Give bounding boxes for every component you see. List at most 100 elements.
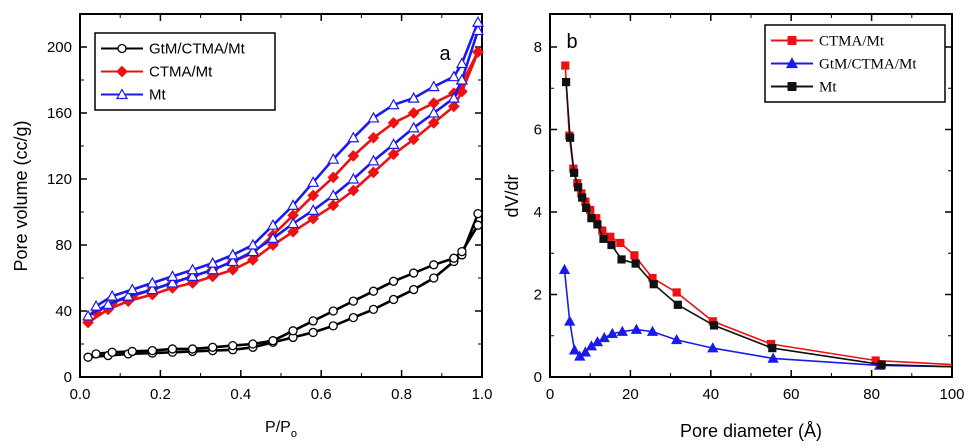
data-point-mt (146, 276, 159, 288)
data-point-mt (387, 138, 400, 149)
legend-marker (117, 43, 127, 54)
data-point-ctma-mt (407, 133, 420, 146)
data-point-ctma-mt (327, 171, 340, 184)
data-point-mt (578, 193, 587, 202)
data-point-ctma-mt (367, 166, 380, 179)
data-point-mt (307, 176, 320, 187)
data-point-mt (447, 70, 460, 82)
data-point-gtm-ctma-mt (568, 344, 581, 355)
data-point-mt (90, 299, 103, 311)
data-point-mt (574, 183, 583, 192)
x-axis-label-subscript: o (291, 428, 297, 440)
data-point-gtm-ctma-mt (147, 345, 158, 356)
data-point-gtm-ctma-mt (248, 339, 258, 349)
x-tick-label: 0.4 (230, 386, 251, 403)
data-point-ctma-mt (307, 212, 320, 225)
data-point-mt (877, 360, 886, 369)
data-point-gtm-ctma-mt (348, 312, 359, 323)
data-point-mt (570, 168, 579, 177)
data-point-mt (593, 220, 602, 229)
data-point-mt (327, 189, 340, 201)
data-point-ctma-mt (448, 100, 460, 113)
x-tick-label: 0.0 (70, 386, 91, 403)
data-point-mt (166, 270, 179, 281)
data-point-gtm-ctma-mt (449, 253, 459, 263)
data-point-mt (768, 344, 777, 353)
data-point-ctma-mt (247, 254, 259, 266)
legend-marker (787, 82, 797, 91)
legend-label: Mt (819, 80, 837, 96)
data-point-mt (447, 91, 460, 103)
data-point-mt (246, 245, 259, 257)
data-point-mt (287, 217, 300, 229)
y-axis-label: dV/dr (502, 174, 522, 217)
series-line-gtm-ctma-mt (563, 269, 953, 368)
data-point-mt (455, 73, 468, 85)
x-axis-label-main: P/P (265, 419, 291, 436)
data-point-mt (561, 77, 571, 87)
x-tick-label: 40 (702, 386, 719, 403)
data-point-mt (599, 234, 608, 243)
data-point-gtm-ctma-mt (368, 286, 379, 296)
data-point-mt (102, 298, 115, 309)
data-point-gtm-ctma-mt (598, 331, 610, 343)
panel-label: b (566, 31, 577, 53)
data-point-gtm-ctma-mt (473, 220, 483, 230)
data-point-mt (631, 259, 640, 268)
x-tick-label: 0 (546, 386, 554, 403)
data-point-mt (387, 98, 400, 110)
y-tick-label: 0 (534, 369, 542, 386)
data-point-gtm-ctma-mt (388, 276, 399, 286)
x-tick-label: 0.2 (150, 386, 171, 403)
data-point-mt (607, 240, 616, 250)
data-point-gtm-ctma-mt (409, 268, 419, 278)
y-tick-label: 6 (534, 122, 542, 139)
data-point-mt (582, 203, 591, 212)
legend-label: CTMA/Mt (149, 64, 213, 81)
legend-label: GtM/CTMA/Mt (819, 57, 917, 73)
y-tick-label: 4 (534, 204, 542, 221)
data-point-mt (407, 91, 420, 103)
data-point-gtm-ctma-mt (564, 315, 576, 326)
x-tick-label: 20 (622, 386, 639, 403)
data-point-mt (673, 300, 682, 309)
data-point-gtm-ctma-mt (409, 284, 419, 295)
data-point-gtm-ctma-mt (91, 349, 101, 359)
data-point-mt (186, 263, 199, 275)
data-point-mt (367, 111, 380, 123)
data-point-mt (455, 57, 468, 69)
data-point-gtm-ctma-mt (328, 321, 338, 331)
y-tick-label: 2 (534, 287, 542, 304)
data-point-ctma-mt (616, 238, 625, 248)
data-point-gtm-ctma-mt (558, 263, 571, 275)
data-point-gtm-ctma-mt (83, 352, 93, 362)
x-tick-label: 1.0 (472, 386, 493, 403)
x-tick-label: 100 (939, 386, 964, 403)
data-point-ctma-mt (347, 150, 360, 162)
data-point-ctma-mt (387, 117, 400, 129)
y-tick-label: 0 (64, 369, 72, 386)
data-point-gtm-ctma-mt (268, 336, 278, 346)
x-axis-label: Pore diameter (Å) (680, 421, 822, 441)
data-point-ctma-mt (226, 263, 239, 276)
data-point-mt (566, 133, 575, 142)
x-axis-label: P/Po (265, 419, 297, 440)
data-point-mt (471, 16, 484, 27)
data-point-mt (266, 218, 279, 230)
legend-marker (116, 65, 128, 78)
data-point-mt (82, 309, 95, 321)
data-point-gtm-ctma-mt (457, 246, 467, 257)
data-point-mt (166, 276, 179, 288)
data-point-gtm-ctma-mt (616, 325, 628, 336)
legend-marker (785, 57, 799, 69)
data-point-ctma-mt (606, 232, 615, 241)
data-point-mt (427, 106, 440, 118)
data-point-ctma-mt (407, 107, 420, 119)
data-point-gtm-ctma-mt (606, 327, 618, 338)
data-point-gtm-ctma-mt (228, 340, 238, 351)
data-point-ctma-mt (427, 117, 440, 129)
data-point-mt (427, 80, 440, 92)
data-point-gtm-ctma-mt (767, 352, 779, 363)
data-point-ctma-mt (427, 97, 440, 109)
